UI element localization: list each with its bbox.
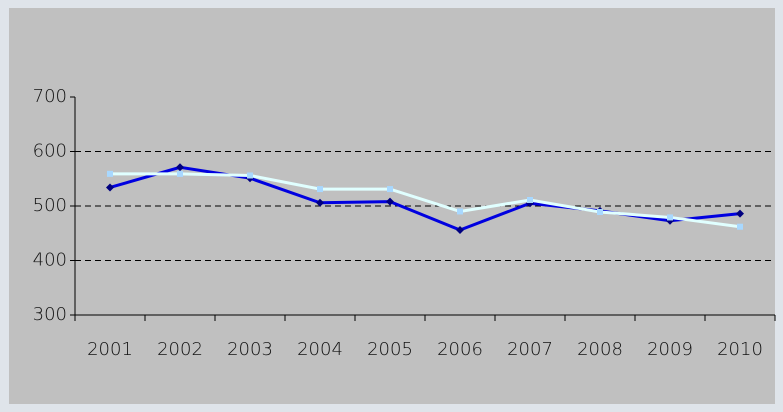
marker <box>597 208 603 215</box>
y-tick-label: 700 <box>33 86 67 107</box>
x-tick-label: 2007 <box>507 339 553 360</box>
marker <box>456 225 464 234</box>
x-tick-label: 2003 <box>227 339 273 360</box>
x-tick-label: 2002 <box>157 339 203 360</box>
series-line <box>110 172 741 229</box>
marker <box>527 197 533 204</box>
y-tick-label: 500 <box>33 195 67 216</box>
marker <box>457 208 463 215</box>
marker <box>316 198 324 207</box>
marker <box>176 163 184 172</box>
x-tick-label: 2006 <box>437 339 483 360</box>
marker <box>386 197 394 206</box>
x-tick-label: 2010 <box>717 339 763 360</box>
x-tick-label: 2004 <box>297 339 343 360</box>
marker <box>107 170 113 177</box>
y-tick-label: 300 <box>33 304 67 325</box>
marker <box>736 209 744 218</box>
marker <box>667 214 673 221</box>
x-tick-label: 2001 <box>87 339 133 360</box>
marker <box>317 186 323 193</box>
x-tick-label: 2005 <box>367 339 413 360</box>
marker <box>177 170 183 177</box>
x-tick-label: 2008 <box>577 339 623 360</box>
marker <box>247 172 253 179</box>
marker <box>737 223 743 230</box>
y-tick-label: 400 <box>33 250 67 271</box>
marker <box>106 183 114 192</box>
y-tick-label: 600 <box>33 141 67 162</box>
x-tick-label: 2009 <box>647 339 693 360</box>
marker <box>387 186 393 193</box>
